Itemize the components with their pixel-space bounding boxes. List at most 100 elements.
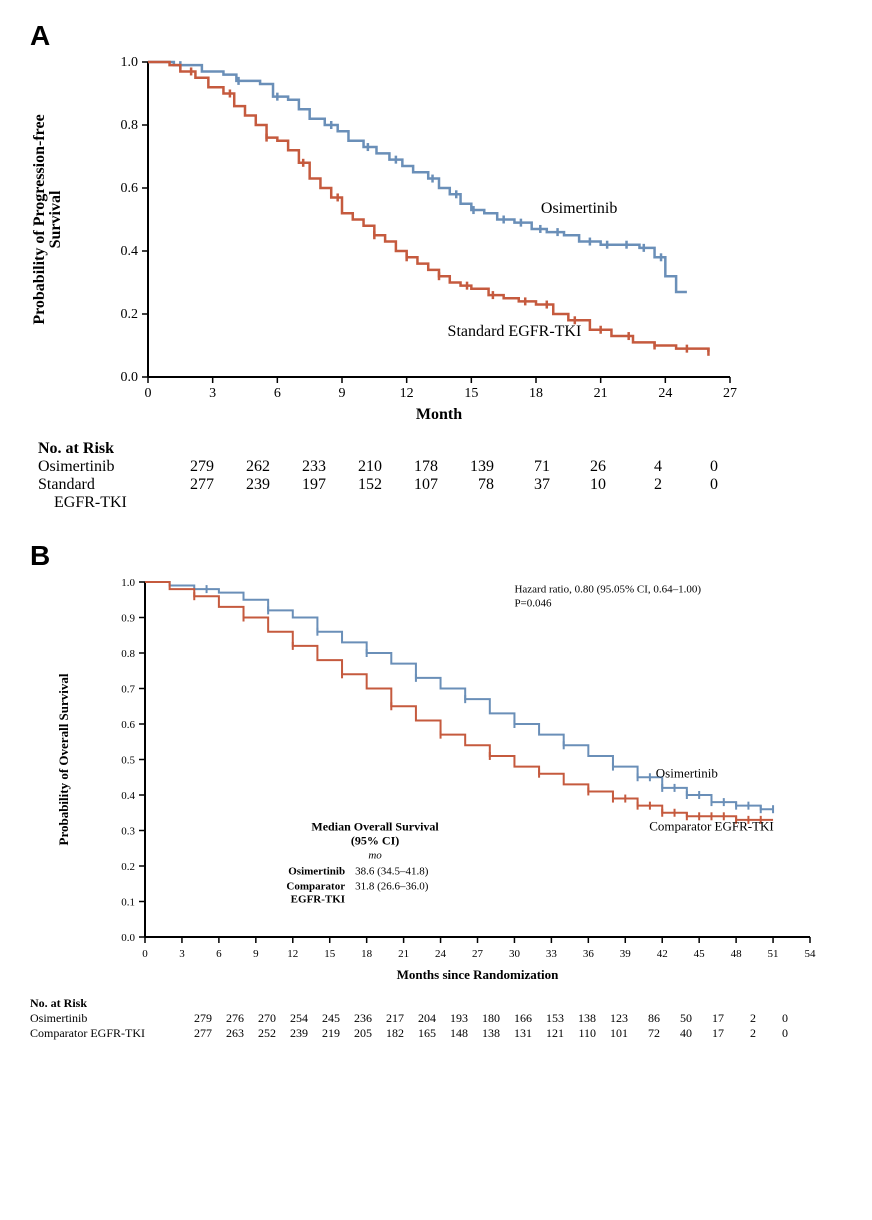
svg-text:0.7: 0.7 (121, 684, 135, 696)
risk-cell: 178 (382, 458, 438, 476)
svg-text:Osimertinib: Osimertinib (656, 765, 718, 780)
svg-text:mo: mo (368, 850, 382, 862)
risk-cell: 233 (270, 458, 326, 476)
svg-text:27: 27 (472, 948, 484, 960)
svg-text:0.8: 0.8 (121, 118, 139, 133)
risk-cell: 121 (532, 1026, 564, 1041)
risk-cell: 180 (468, 1011, 500, 1026)
risk-cell: 165 (404, 1026, 436, 1041)
panel-b: B 0.00.10.20.30.40.50.60.70.80.91.003691… (30, 540, 842, 1041)
svg-text:18: 18 (529, 386, 543, 401)
risk-header-b: No. at Risk (30, 996, 842, 1011)
svg-text:0.2: 0.2 (121, 861, 135, 873)
svg-text:27: 27 (723, 386, 737, 401)
km-chart-b: 0.00.10.20.30.40.50.60.70.80.91.00369121… (50, 572, 830, 992)
risk-cell: 2 (724, 1011, 756, 1026)
svg-text:Hazard ratio, 0.80 (95.05% CI,: Hazard ratio, 0.80 (95.05% CI, 0.64–1.00… (514, 584, 701, 596)
risk-cell: 50 (660, 1011, 692, 1026)
risk-cell: 276 (212, 1011, 244, 1026)
svg-text:Probability of Progression-fre: Probability of Progression-freeSurvival (31, 114, 64, 324)
svg-text:0.4: 0.4 (121, 790, 135, 802)
panel-a-label: A (30, 20, 50, 52)
svg-text:9: 9 (339, 386, 346, 401)
svg-text:9: 9 (253, 948, 259, 960)
risk-cell: 138 (564, 1011, 596, 1026)
svg-text:18: 18 (361, 948, 373, 960)
svg-text:24: 24 (435, 948, 447, 960)
risk-row: Comparator EGFR-TKI277263252239219205182… (30, 1026, 842, 1041)
svg-text:1.0: 1.0 (121, 55, 139, 70)
svg-text:33: 33 (546, 948, 558, 960)
svg-text:3: 3 (209, 386, 216, 401)
svg-text:0.4: 0.4 (121, 244, 139, 259)
risk-cell: 110 (564, 1026, 596, 1041)
svg-text:Comparator EGFR-TKI: Comparator EGFR-TKI (649, 819, 774, 834)
svg-text:21: 21 (398, 948, 409, 960)
risk-cell: 254 (276, 1011, 308, 1026)
risk-cell: 37 (494, 476, 550, 494)
svg-text:Osimertinib: Osimertinib (541, 200, 617, 217)
risk-header-a: No. at Risk (38, 440, 842, 458)
svg-text:24: 24 (658, 386, 672, 401)
risk-cell: 182 (372, 1026, 404, 1041)
risk-cell: 131 (500, 1026, 532, 1041)
risk-cell: 123 (596, 1011, 628, 1026)
svg-text:P=0.046: P=0.046 (514, 598, 552, 610)
svg-text:51: 51 (768, 948, 779, 960)
svg-text:38.6 (34.5–41.8): 38.6 (34.5–41.8) (355, 866, 429, 878)
svg-text:39: 39 (620, 948, 632, 960)
risk-cell: 17 (692, 1026, 724, 1041)
risk-cell: 239 (276, 1026, 308, 1041)
risk-cell: 0 (662, 476, 718, 494)
svg-text:0: 0 (142, 948, 148, 960)
risk-cell: 2 (606, 476, 662, 494)
svg-text:12: 12 (400, 386, 414, 401)
km-chart-a: 0.00.20.40.60.81.00369121518212427Probab… (30, 52, 750, 432)
risk-cell: 279 (180, 1011, 212, 1026)
svg-text:12: 12 (287, 948, 298, 960)
svg-text:21: 21 (594, 386, 608, 401)
svg-text:0.1: 0.1 (121, 897, 135, 909)
risk-cell: 0 (756, 1011, 788, 1026)
risk-cell: 262 (214, 458, 270, 476)
risk-cell: 0 (662, 458, 718, 476)
risk-cell: 152 (326, 476, 382, 494)
svg-text:31.8 (26.6–36.0): 31.8 (26.6–36.0) (355, 881, 429, 893)
panel-b-label: B (30, 540, 50, 572)
risk-cell: 10 (550, 476, 606, 494)
risk-cell: 17 (692, 1011, 724, 1026)
svg-text:Months since Randomization: Months since Randomization (397, 967, 560, 982)
risk-cell: 217 (372, 1011, 404, 1026)
svg-text:36: 36 (583, 948, 595, 960)
risk-cell: 263 (212, 1026, 244, 1041)
svg-text:0.0: 0.0 (121, 370, 139, 385)
svg-text:Probability of Overall Surviva: Probability of Overall Survival (56, 673, 71, 845)
risk-row-label: Osimertinib (38, 458, 158, 476)
risk-row-label: Standard EGFR-TKI (38, 476, 158, 512)
svg-text:Osimertinib: Osimertinib (288, 866, 345, 878)
risk-cell: 252 (244, 1026, 276, 1041)
risk-cell: 204 (404, 1011, 436, 1026)
risk-row: Standard EGFR-TKI27723919715210778371020 (38, 476, 842, 512)
risk-row: Osimertinib279262233210178139712640 (38, 458, 842, 476)
svg-text:0.8: 0.8 (121, 648, 135, 660)
risk-cell: 71 (494, 458, 550, 476)
risk-cell: 239 (214, 476, 270, 494)
svg-text:Median Overall Survival: Median Overall Survival (311, 820, 439, 834)
risk-cell: 205 (340, 1026, 372, 1041)
risk-cell: 78 (438, 476, 494, 494)
svg-text:45: 45 (694, 948, 706, 960)
svg-text:48: 48 (731, 948, 743, 960)
risk-cell: 277 (180, 1026, 212, 1041)
risk-cell: 40 (660, 1026, 692, 1041)
svg-text:3: 3 (179, 948, 185, 960)
svg-text:0.2: 0.2 (121, 307, 139, 322)
risk-cell: 166 (500, 1011, 532, 1026)
risk-cell: 107 (382, 476, 438, 494)
svg-text:Standard EGFR-TKI: Standard EGFR-TKI (448, 323, 582, 340)
risk-row-label: Comparator EGFR-TKI (30, 1026, 180, 1041)
risk-cell: 72 (628, 1026, 660, 1041)
risk-cell: 26 (550, 458, 606, 476)
svg-text:15: 15 (464, 386, 478, 401)
risk-cell: 277 (158, 476, 214, 494)
